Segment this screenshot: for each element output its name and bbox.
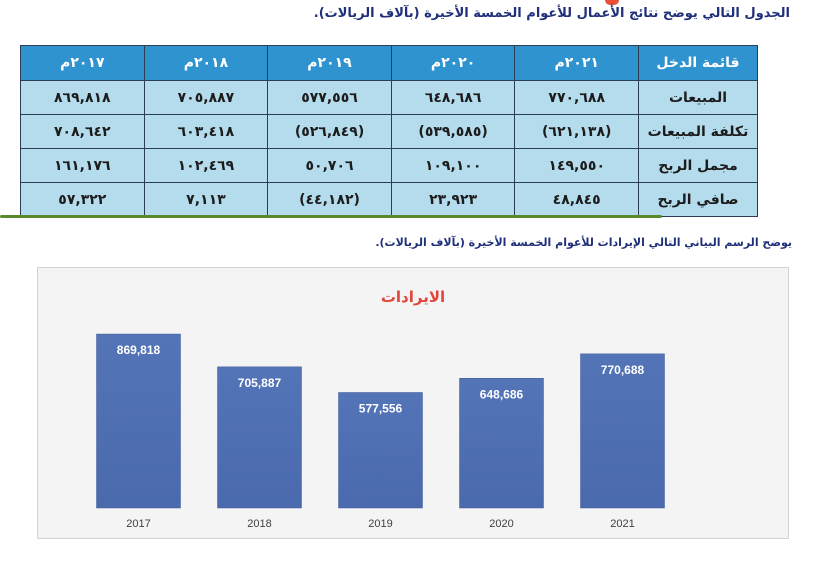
year-header-2017: ٢٠١٧م [20,45,145,81]
table-header-row: قائمة الدخل ٢٠٢١م ٢٠٢٠م ٢٠١٩م ٢٠١٨م ٢٠١٧… [20,45,758,81]
data-label-2020: 648,686 [480,387,524,401]
table-row: المبيعات ٧٧٠,٦٨٨ ٦٤٨,٦٨٦ ٥٧٧,٥٥٦ ٧٠٥,٨٨٧… [20,80,758,115]
data-label-2019: 577,556 [359,401,403,415]
bar-2020 [459,378,544,509]
table-cell: ٥٧٧,٥٥٦ [267,80,392,115]
bar-2019 [338,392,423,509]
table-cell: (٦٢١,١٣٨) [514,114,639,149]
table-cell: ١٠٢,٤٦٩ [143,148,269,183]
year-header-2020: ٢٠٢٠م [390,45,516,81]
table-cell: ٧,١١٣ [143,182,269,217]
row-label: المبيعات [638,80,758,115]
table-cell: (٥٣٩,٥٨٥) [390,114,516,149]
data-label-2018: 705,887 [238,376,282,390]
data-label-2021: 770,688 [601,363,645,377]
table-cell: ١٤٩,٥٥٠ [514,148,639,183]
table-cell: (٤٤,١٨٢) [267,182,392,217]
x-tick-label-2019: 2019 [368,518,392,530]
x-tick-label-2021: 2021 [610,518,634,530]
table-cell: ٧٧٠,٦٨٨ [514,80,639,115]
income-statement-table: قائمة الدخل ٢٠٢١م ٢٠٢٠م ٢٠١٩م ٢٠١٨م ٢٠١٧… [20,45,758,217]
table-cell: ٥٠,٧٠٦ [267,148,392,183]
data-label-2017: 869,818 [117,343,161,357]
table-cell: ٦٠٣,٤١٨ [143,114,269,149]
row-label: تكلفة المبيعات [638,114,758,149]
chart-title: الايرادات [381,288,445,306]
table-cell: ٤٨,٨٤٥ [514,182,639,217]
row-label: صافي الربح [638,182,758,217]
table-row: تكلفة المبيعات (٦٢١,١٣٨) (٥٣٩,٥٨٥) (٥٢٦,… [20,114,758,149]
revenue-chart: الايرادات 869,818 2017 705,887 2018 577,556 20… [37,267,789,539]
x-tick-label-2018: 2018 [247,518,271,530]
year-header-2019: ٢٠١٩م [267,45,392,81]
table-cell: (٥٢٦,٨٤٩) [267,114,392,149]
year-header-2021: ٢٠٢١م [514,45,639,81]
table-cell: ٧٠٥,٨٨٧ [143,80,269,115]
table-corner-header: قائمة الدخل [638,45,758,81]
row-label: مجمل الربح [638,148,758,183]
x-tick-label-2020: 2020 [489,518,513,530]
x-tick-label-2017: 2017 [126,518,150,530]
bar-2017 [96,333,181,509]
table-cell: ١٦١,١٧٦ [20,148,145,183]
bar-2018 [217,366,302,509]
table-cell: ٧٠٨,٦٤٢ [20,114,145,149]
year-header-2018: ٢٠١٨م [143,45,269,81]
table-cell: ١٠٩,١٠٠ [390,148,516,183]
table-row: مجمل الربح ١٤٩,٥٥٠ ١٠٩,١٠٠ ٥٠,٧٠٦ ١٠٢,٤٦… [20,148,758,183]
table-row: صافي الربح ٤٨,٨٤٥ ٢٣,٩٢٣ (٤٤,١٨٢) ٧,١١٣ … [20,182,758,217]
table-cell: ٦٤٨,٦٨٦ [390,80,516,115]
table-cell: ٨٦٩,٨١٨ [20,80,145,115]
table-caption: الجدول التالي يوضح نتائج الأعمال للأعوام… [313,6,790,21]
chart-caption: يوضح الرسم البياني التالي الإيرادات للأع… [375,236,792,249]
header-accent-decoration [605,0,619,5]
bar-2021 [580,353,665,509]
revenue-chart-svg: الايرادات 869,818 2017 705,887 2018 577,556 20… [96,288,665,530]
table-cell: ٢٣,٩٢٣ [390,182,516,217]
table-cell: ٥٧,٣٢٢ [20,182,145,217]
section-divider [0,215,662,218]
